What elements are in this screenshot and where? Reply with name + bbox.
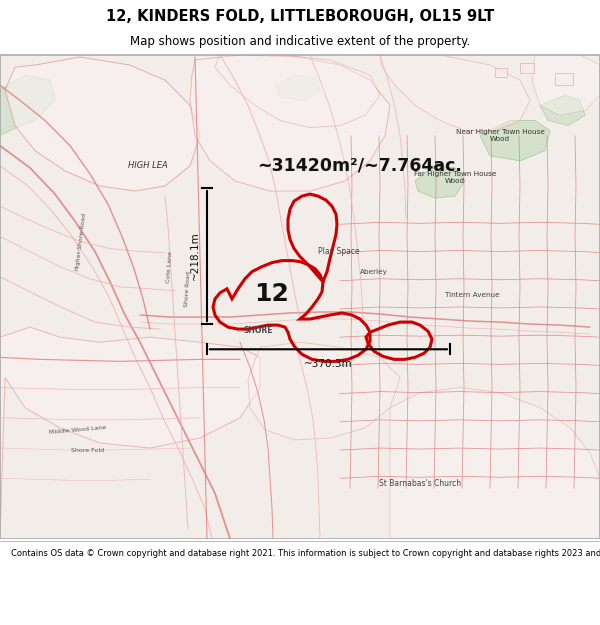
Text: HIGH LEA: HIGH LEA bbox=[128, 161, 168, 171]
Text: 12: 12 bbox=[254, 282, 289, 306]
Text: Shore Fold: Shore Fold bbox=[71, 448, 104, 452]
Polygon shape bbox=[248, 342, 400, 440]
Polygon shape bbox=[275, 75, 320, 101]
Polygon shape bbox=[390, 388, 600, 539]
Polygon shape bbox=[555, 73, 573, 85]
Text: Higher-Shore-Road: Higher-Shore-Road bbox=[74, 212, 86, 271]
Polygon shape bbox=[0, 55, 600, 539]
Text: Near Higher Town House
Wood: Near Higher Town House Wood bbox=[455, 129, 544, 142]
Text: Middle Wood Lane: Middle Wood Lane bbox=[49, 425, 107, 435]
Polygon shape bbox=[215, 55, 380, 128]
Text: ~370.3m: ~370.3m bbox=[304, 359, 353, 369]
Text: Aberley: Aberley bbox=[360, 269, 388, 274]
Text: Tintern Avenue: Tintern Avenue bbox=[445, 292, 500, 298]
Text: St Barnabas's Church: St Barnabas's Church bbox=[379, 479, 461, 488]
Polygon shape bbox=[415, 166, 465, 198]
Polygon shape bbox=[495, 68, 507, 77]
Polygon shape bbox=[532, 55, 600, 116]
Text: ~218.1m: ~218.1m bbox=[190, 232, 200, 281]
Polygon shape bbox=[380, 55, 530, 131]
Text: Cote Lane: Cote Lane bbox=[166, 251, 173, 282]
Text: Play Space: Play Space bbox=[318, 247, 359, 256]
Text: Far Higher Town House
Wood: Far Higher Town House Wood bbox=[414, 171, 496, 184]
Text: Map shows position and indicative extent of the property.: Map shows position and indicative extent… bbox=[130, 35, 470, 48]
Text: ~31420m²/~7.764ac.: ~31420m²/~7.764ac. bbox=[257, 157, 463, 175]
Polygon shape bbox=[520, 63, 534, 73]
Text: Contains OS data © Crown copyright and database right 2021. This information is : Contains OS data © Crown copyright and d… bbox=[11, 549, 600, 558]
Polygon shape bbox=[0, 75, 55, 136]
Polygon shape bbox=[540, 95, 585, 126]
Polygon shape bbox=[190, 55, 390, 191]
Polygon shape bbox=[5, 57, 200, 191]
Text: SHORE: SHORE bbox=[243, 326, 273, 334]
Text: 12, KINDERS FOLD, LITTLEBOROUGH, OL15 9LT: 12, KINDERS FOLD, LITTLEBOROUGH, OL15 9L… bbox=[106, 9, 494, 24]
Polygon shape bbox=[480, 121, 550, 161]
Text: Shore Road: Shore Road bbox=[184, 271, 192, 307]
Polygon shape bbox=[0, 327, 260, 539]
